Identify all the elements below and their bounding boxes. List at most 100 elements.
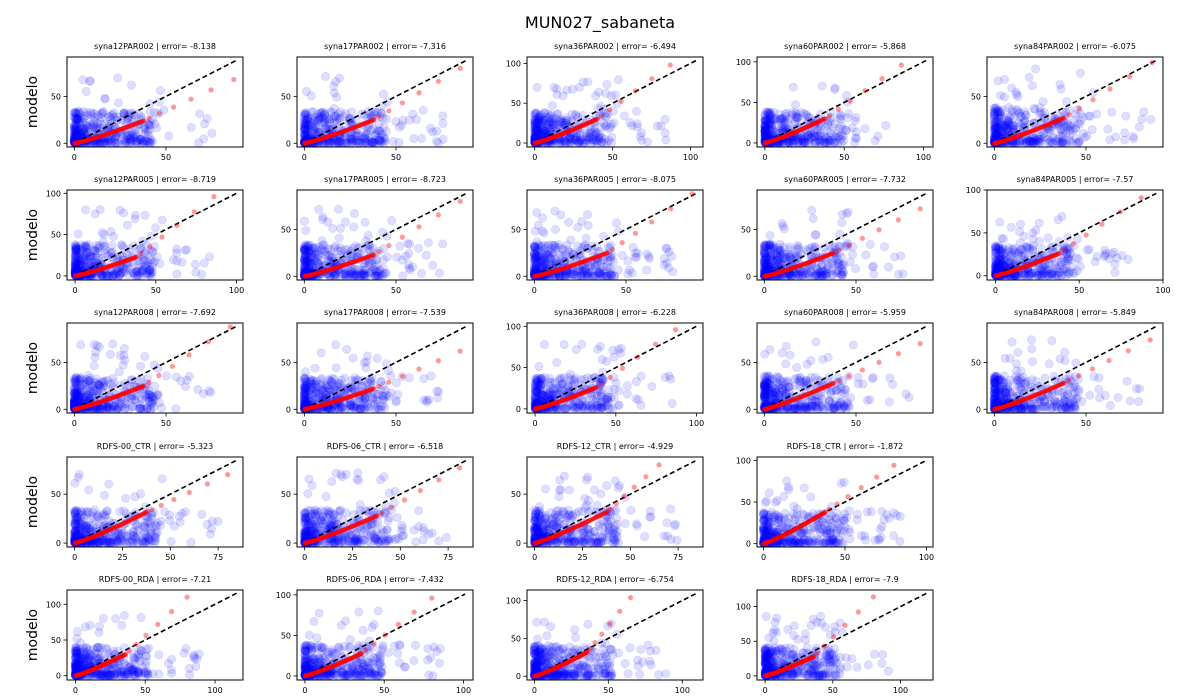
scatter-point xyxy=(370,135,380,145)
qq-point xyxy=(188,96,194,102)
scatter-point xyxy=(573,137,583,147)
scatter-point xyxy=(433,138,443,147)
qq-point xyxy=(569,127,575,133)
qq-point xyxy=(533,140,538,146)
qq-point xyxy=(92,135,98,141)
scatter-point xyxy=(122,134,132,144)
scatter-point xyxy=(303,138,313,147)
qq-point xyxy=(130,122,136,128)
scatter-point xyxy=(394,122,404,132)
qq-point xyxy=(342,128,348,134)
scatter-point xyxy=(760,122,770,132)
qq-point xyxy=(353,124,358,130)
scatter-point xyxy=(530,132,540,142)
scatter-point xyxy=(140,124,150,134)
scatter-point xyxy=(543,109,553,119)
plot-area xyxy=(530,59,698,147)
qq-point xyxy=(333,131,339,137)
qq-point xyxy=(107,130,112,136)
qq-point xyxy=(80,138,86,144)
scatter-point xyxy=(766,135,776,145)
scatter-point xyxy=(327,129,337,139)
scatter-point xyxy=(317,215,327,225)
scatter-point xyxy=(607,132,617,142)
scatter-point xyxy=(78,118,88,128)
scatter-point xyxy=(346,128,356,138)
scatter-point xyxy=(127,115,137,125)
scatter-point xyxy=(531,118,541,128)
scatter-point xyxy=(533,138,543,147)
scatter-point xyxy=(334,138,344,147)
scatter-point xyxy=(69,129,79,139)
scatter-point xyxy=(319,110,329,120)
scatter-point xyxy=(790,128,800,138)
axes-frame xyxy=(526,56,704,148)
scatter-point xyxy=(122,117,132,127)
qq-point xyxy=(917,206,923,212)
qq-point xyxy=(898,62,904,68)
qq-point xyxy=(605,250,611,256)
scatter-point xyxy=(809,131,819,141)
scatter-point xyxy=(319,118,329,128)
scatter-point xyxy=(1137,114,1147,124)
scatter-point xyxy=(300,129,310,139)
scatter-point xyxy=(553,109,563,119)
scatter-point xyxy=(530,226,540,236)
scatter-point xyxy=(564,127,574,137)
scatter-point xyxy=(69,108,79,118)
scatter-point xyxy=(572,135,582,145)
scatter-point xyxy=(190,259,200,269)
scatter-point xyxy=(130,214,140,224)
qq-point xyxy=(72,140,78,146)
scatter-point xyxy=(70,132,80,142)
qq-point xyxy=(315,137,320,143)
scatter-point xyxy=(772,137,782,147)
scatter-point xyxy=(97,138,107,147)
scatter-point xyxy=(74,113,84,123)
qq-point xyxy=(313,138,318,143)
scatter-point xyxy=(1084,111,1094,121)
scatter-point xyxy=(71,120,81,130)
scatter-point xyxy=(351,136,361,146)
scatter-point xyxy=(375,126,385,136)
scatter-point xyxy=(842,91,852,101)
scatter-point xyxy=(812,271,822,280)
scatter-point xyxy=(352,125,362,135)
qq-point xyxy=(79,139,85,145)
scatter-point xyxy=(90,138,100,147)
scatter-point xyxy=(70,126,80,136)
scatter-point xyxy=(573,124,583,134)
scatter-point xyxy=(334,136,344,146)
scatter-point xyxy=(374,120,384,130)
scatter-point xyxy=(92,133,102,143)
scatter-point xyxy=(1082,245,1092,255)
scatter-point xyxy=(540,126,550,136)
scatter-point xyxy=(71,108,81,118)
y-tick-label: 100 xyxy=(46,189,61,198)
scatter-point xyxy=(352,136,362,146)
scatter-point xyxy=(822,134,832,144)
qq-point xyxy=(862,88,868,94)
scatter-point xyxy=(301,137,311,147)
qq-point xyxy=(134,254,139,260)
scatter-point xyxy=(334,138,344,147)
scatter-point xyxy=(96,109,106,119)
scatter-point xyxy=(302,129,312,139)
scatter-point xyxy=(643,137,653,147)
qq-point xyxy=(91,135,97,141)
qq-point xyxy=(536,139,542,145)
scatter-point xyxy=(558,117,568,127)
scatter-point xyxy=(851,113,861,123)
scatter-point xyxy=(74,138,83,147)
qq-point xyxy=(78,139,83,145)
scatter-point xyxy=(106,114,116,124)
axes-frame xyxy=(66,56,244,148)
y-tick-label: 50 xyxy=(281,92,291,101)
qq-point xyxy=(105,131,111,137)
scatter-point xyxy=(300,130,310,140)
scatter-point xyxy=(339,126,349,136)
scatter-point xyxy=(70,137,80,147)
qq-point xyxy=(345,127,351,133)
qq-point xyxy=(139,119,145,124)
